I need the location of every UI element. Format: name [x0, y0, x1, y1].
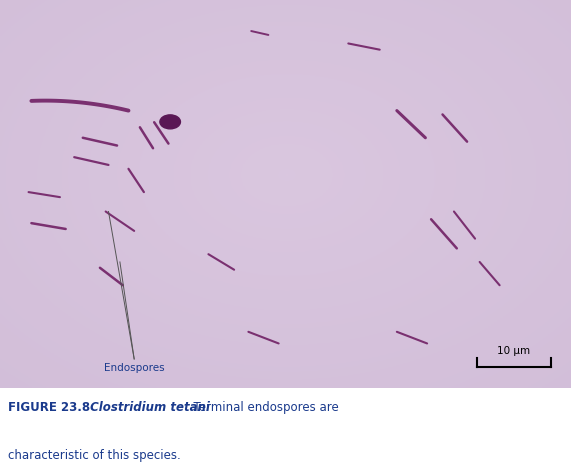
Text: Endospores: Endospores	[104, 363, 164, 373]
Circle shape	[160, 115, 180, 129]
Text: FIGURE 23.8: FIGURE 23.8	[8, 401, 90, 414]
Text: Clostridium tetani: Clostridium tetani	[86, 401, 210, 414]
Text: 10 μm: 10 μm	[497, 346, 530, 356]
Text: characteristic of this species.: characteristic of this species.	[8, 449, 181, 462]
Text: Terminal endospores are: Terminal endospores are	[186, 401, 339, 414]
